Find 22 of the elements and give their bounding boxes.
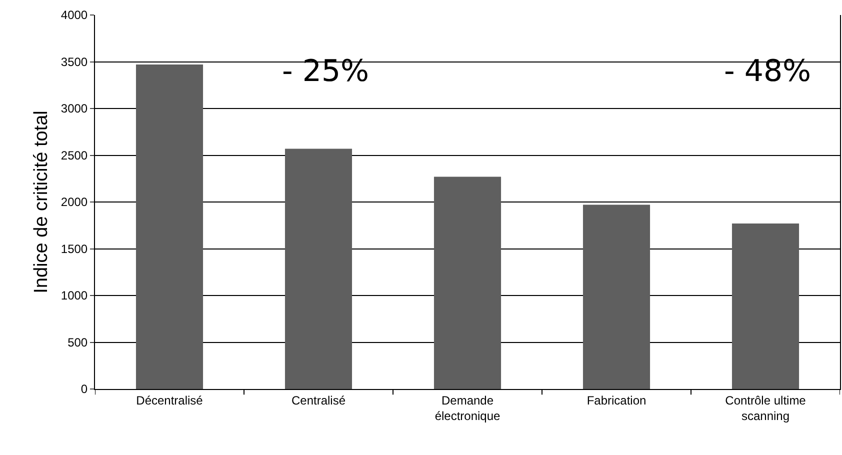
bar xyxy=(434,176,502,389)
bar xyxy=(732,224,800,389)
x-tick-label: Décentralisé xyxy=(136,393,204,408)
x-tick-label: Demande électronique xyxy=(434,393,501,423)
y-tick-label: 3000 xyxy=(60,102,88,116)
y-tick-label: 2500 xyxy=(60,148,88,162)
annotation: - 25% xyxy=(282,54,370,89)
y-tick-label: 500 xyxy=(68,335,88,350)
y-tick-label: 1000 xyxy=(60,288,88,303)
bar xyxy=(284,148,352,389)
y-axis-title: Indice de criticité total xyxy=(31,110,52,294)
bar xyxy=(136,64,204,389)
y-tick-label: 3500 xyxy=(60,54,88,69)
y-tick-label: 0 xyxy=(80,382,88,396)
x-tick-label: Centralisé xyxy=(291,393,346,408)
x-tick-label: Contrôle ultime scanning xyxy=(725,393,806,423)
bar xyxy=(582,204,650,389)
x-tick-label: Fabrication xyxy=(586,393,646,408)
y-tick-label: 1500 xyxy=(60,242,88,256)
annotation: - 48% xyxy=(724,54,812,89)
y-tick-label: 4000 xyxy=(60,8,88,22)
y-tick-label: 2000 xyxy=(60,195,88,210)
